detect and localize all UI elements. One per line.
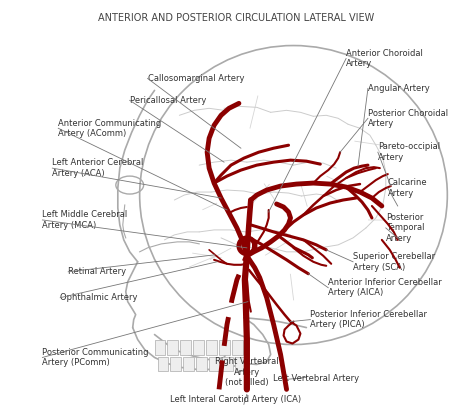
Text: Posterior Communicating
Artery (PComm): Posterior Communicating Artery (PComm) <box>42 348 149 367</box>
Text: Posterior Inferior Cerebellar
Artery (PICA): Posterior Inferior Cerebellar Artery (PI… <box>310 310 428 329</box>
Text: Left Interal Carotid Artery (ICA): Left Interal Carotid Artery (ICA) <box>170 395 301 404</box>
Text: Ophthalmic Artery: Ophthalmic Artery <box>60 293 138 302</box>
Text: Posterior
Temporal
Artery: Posterior Temporal Artery <box>386 213 424 243</box>
Bar <box>196 357 207 371</box>
Bar <box>157 357 168 371</box>
Bar <box>232 339 243 355</box>
Bar <box>167 339 178 355</box>
Bar <box>219 339 230 355</box>
Bar <box>206 339 217 355</box>
Bar <box>155 339 165 355</box>
Text: Right Vertebral
Artery
(not filled): Right Vertebral Artery (not filled) <box>215 357 279 387</box>
Text: Pareto-occipial
Artery: Pareto-occipial Artery <box>378 142 440 162</box>
Bar <box>222 357 233 371</box>
Bar <box>193 339 204 355</box>
Text: Pericallosal Artery: Pericallosal Artery <box>130 96 206 105</box>
Text: Anterior Communicating
Artery (AComm): Anterior Communicating Artery (AComm) <box>58 119 162 138</box>
Text: Angular Artery: Angular Artery <box>368 84 430 93</box>
Text: Posterior Choroidal
Artery: Posterior Choroidal Artery <box>368 109 448 128</box>
Text: Anterior Choroidal
Artery: Anterior Choroidal Artery <box>346 49 423 68</box>
Bar <box>171 357 182 371</box>
Text: Left Anterior Cerebral
Artery (ACA): Left Anterior Cerebral Artery (ACA) <box>52 158 144 178</box>
Text: Retinal Artery: Retinal Artery <box>68 267 126 276</box>
Text: Anterior Inferior Cerebellar
Artery (AICA): Anterior Inferior Cerebellar Artery (AIC… <box>328 278 442 297</box>
Text: Calcarine
Artery: Calcarine Artery <box>388 178 428 198</box>
Text: Left Middle Cerebral
Artery (MCA): Left Middle Cerebral Artery (MCA) <box>42 210 128 230</box>
Bar <box>183 357 194 371</box>
Bar <box>235 357 246 371</box>
Text: Superior Cerebellar
Artery (SCA): Superior Cerebellar Artery (SCA) <box>353 252 435 271</box>
Bar <box>180 339 191 355</box>
Text: ANTERIOR AND POSTERIOR CIRCULATION LATERAL VIEW: ANTERIOR AND POSTERIOR CIRCULATION LATER… <box>98 13 374 23</box>
Text: Callosomarginal Artery: Callosomarginal Artery <box>147 74 244 83</box>
Text: Left Vertebral Artery: Left Vertebral Artery <box>273 375 359 384</box>
Bar <box>209 357 220 371</box>
